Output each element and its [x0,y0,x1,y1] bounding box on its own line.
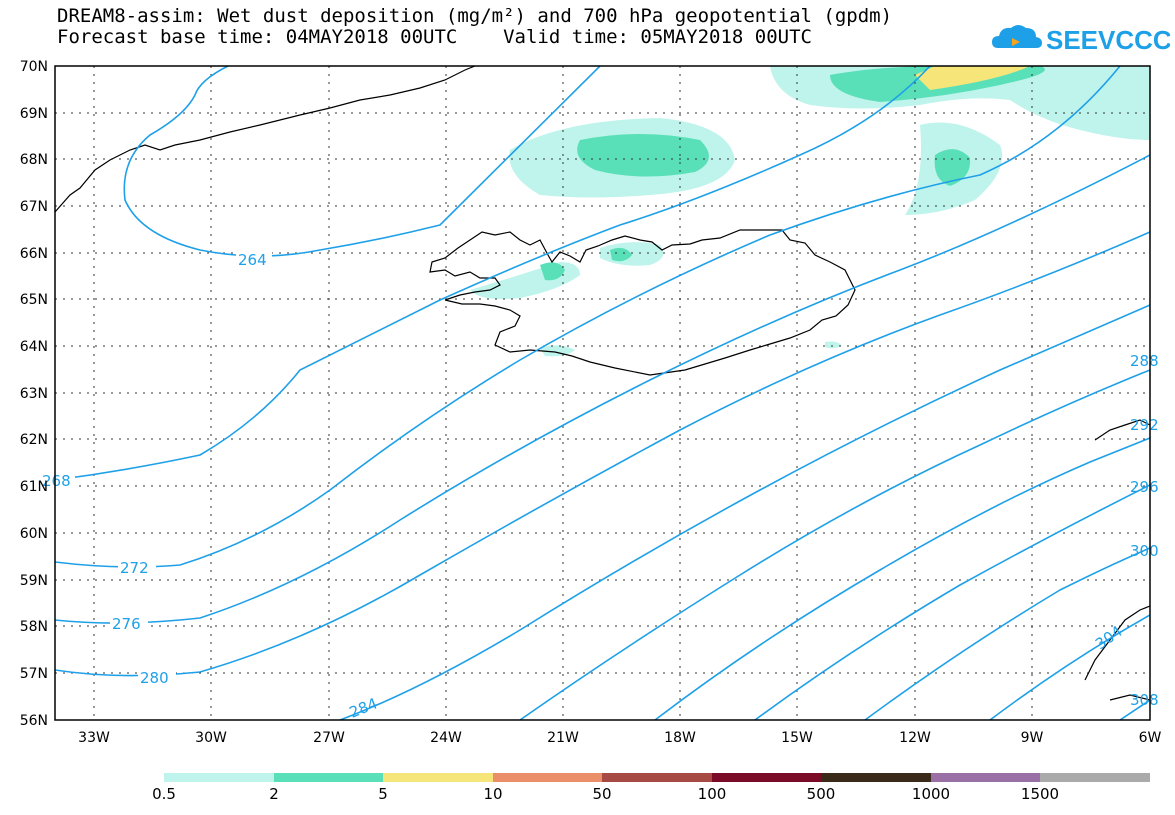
contour-label-292: 292 [1130,416,1159,434]
dust-area [915,66,1030,90]
colorbar-swatch [383,773,493,782]
contour-label-280: 280 [140,669,169,687]
lat-label: 69N [20,106,48,122]
geopotential-contours [55,66,1150,720]
lon-label: 33W [78,730,110,746]
colorbar-label: 10 [483,785,503,803]
dust-area [825,341,842,349]
contour-label-268: 268 [42,472,71,490]
lat-label: 59N [20,573,48,589]
dust-area [610,247,632,262]
contour-label-284: 284 [347,694,380,721]
contour-272 [55,66,1121,568]
lat-label: 57N [20,666,48,682]
lon-label: 30W [195,730,227,746]
dust-area [540,262,565,281]
dust-area [540,345,575,357]
iceland-coast [429,229,856,376]
dust-area [577,134,709,177]
lon-label: 12W [899,730,931,746]
contour-280 [55,231,1150,677]
contour-label-296: 296 [1130,478,1159,496]
colorbar-label: 2 [269,785,279,803]
map-frame [54,65,1151,721]
colorbar-swatch [712,773,821,782]
contour-292 [654,437,1150,720]
lon-label: 6W [1139,730,1162,746]
lon-label: 24W [430,730,462,746]
lat-axis: 70N 69N 68N 67N 66N 65N 64N 63N 62N 61N … [20,59,48,729]
colorbar-swatch [164,773,274,782]
chart-title: DREAM8-assim: Wet dust deposition (mg/m²… [57,5,893,27]
contour-276 [55,154,1150,624]
lat-label: 64N [20,339,48,355]
cloud-icon [992,25,1042,48]
lon-axis: 33W 30W 27W 24W 21W 18W 15W 12W 9W 6W [78,730,1161,746]
contour-264 [123,66,601,257]
contour-300 [864,547,1150,720]
lon-label: 15W [781,730,813,746]
greenland-coast [55,66,476,213]
colorbar-label: 1000 [911,785,951,803]
colorbar-label: 5 [378,785,388,803]
lon-label: 18W [664,730,696,746]
lon-label: 27W [313,730,345,746]
contour-308 [1119,699,1150,720]
lat-label: 58N [20,619,48,635]
lat-label: 63N [20,386,48,402]
contour-label-308: 308 [1130,691,1159,709]
svg-text:SEEVCCC: SEEVCCC [1046,25,1170,55]
shetland-coast [1094,419,1150,441]
lat-label: 56N [20,713,48,729]
seevccc-logo: SEEVCCC [992,25,1170,55]
colorbar-label: 50 [592,785,612,803]
contour-label-300: 300 [1130,542,1159,560]
contour-label-272: 272 [120,559,149,577]
coastlines [55,66,1150,701]
colorbar-swatch [274,773,383,782]
lat-label: 67N [20,199,48,215]
colorbar-swatch [1040,773,1150,782]
colorbar-label: 100 [697,785,727,803]
colorbar-label: 0.5 [152,785,176,803]
contour-label-276: 276 [112,615,141,633]
contour-268 [55,66,931,481]
colorbar-label: 500 [806,785,836,803]
dust-area [934,149,971,186]
colorbar-swatch [931,773,1040,782]
dust-deposition-shading [470,66,1150,357]
chart-subtitle: Forecast base time: 04MAY2018 00UTC Vali… [57,26,812,48]
contour-288 [519,369,1150,720]
scotland-coast [1084,605,1150,701]
colorbar-swatch [493,773,602,782]
lat-label: 65N [20,292,48,308]
contour-304 [989,614,1150,720]
colorbar-swatch [602,773,712,782]
gridlines [55,66,1150,720]
lon-label: 9W [1021,730,1044,746]
dust-area [600,242,664,266]
contour-label-264: 264 [238,251,267,269]
contour-label-288: 288 [1130,352,1159,370]
lat-label: 68N [20,152,48,168]
lat-label: 66N [20,246,48,262]
lat-label: 70N [20,59,48,75]
colorbar-swatch [821,773,931,782]
lon-label: 21W [547,730,579,746]
contour-296 [754,484,1150,720]
contour-284 [339,304,1150,720]
colorbar-label: 1500 [1020,785,1060,803]
contour-label-304: 304 [1092,622,1126,653]
lat-label: 61N [20,479,48,495]
lat-label: 62N [20,432,48,448]
lat-label: 60N [20,526,48,542]
